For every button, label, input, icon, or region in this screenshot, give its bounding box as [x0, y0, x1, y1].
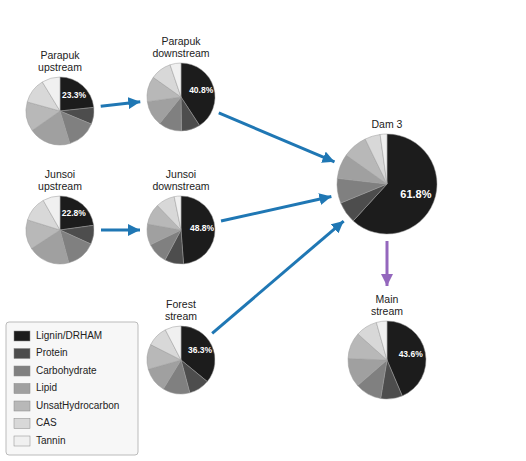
- pie-slice: [170, 63, 181, 97]
- pie: 36.3%: [147, 326, 215, 394]
- legend-box: [6, 322, 138, 455]
- pie-title-line: Parapuk: [40, 49, 80, 61]
- flow-arrow: [101, 229, 140, 232]
- pie: 48.8%: [147, 196, 215, 264]
- chart: 23.3%Parapukupstream40.8%Parapukdownstre…: [0, 0, 526, 461]
- flow-arrow: [221, 196, 331, 221]
- pie-title: Mainstream: [371, 293, 403, 317]
- pie-title-line: stream: [165, 310, 197, 322]
- flow-arrow: [212, 221, 343, 333]
- pie-slice: [376, 321, 387, 360]
- pie: 61.8%: [337, 134, 437, 234]
- flow-arrows: [101, 102, 387, 334]
- legend-swatch: [14, 349, 30, 359]
- data-label: 43.6%: [399, 349, 424, 359]
- pie-title-line: Main: [376, 293, 399, 305]
- legend-swatch: [14, 401, 30, 411]
- pie-slice: [181, 97, 200, 131]
- pie-title: Parapukdownstream: [152, 35, 209, 59]
- legend-label: Protein: [36, 347, 68, 358]
- legend: Lignin/DRHAM Protein Carbohydrate Lipid Unsa…: [6, 322, 138, 455]
- pie-slice: [43, 196, 60, 230]
- legend-label: Carbohydrate: [36, 365, 97, 376]
- data-label: 48.8%: [190, 223, 215, 233]
- pie-title-line: Dam 3: [372, 118, 403, 130]
- pie-title-line: upstream: [38, 180, 82, 192]
- legend-swatch: [14, 436, 30, 446]
- data-label: 36.3%: [188, 345, 213, 355]
- flow-arrow: [219, 113, 335, 162]
- data-label: 22.8%: [62, 208, 87, 218]
- pie-title-line: Parapuk: [161, 35, 201, 47]
- pie-title-line: downstream: [152, 47, 209, 59]
- legend-label: Tannin: [36, 435, 65, 446]
- pie-slice: [348, 359, 387, 386]
- legend-label: Lipid: [36, 382, 57, 393]
- pie: 40.8%: [147, 63, 215, 131]
- pie-title-line: downstream: [152, 180, 209, 192]
- legend-swatch: [14, 366, 30, 376]
- legend-swatch: [14, 331, 30, 341]
- pie-title-line: Junsoi: [166, 168, 196, 180]
- data-label: 61.8%: [400, 188, 431, 200]
- pie-slice: [60, 77, 94, 111]
- pie-slice: [165, 326, 181, 360]
- pie: 43.6%: [348, 321, 426, 399]
- pie-title: Junsoidownstream: [152, 168, 209, 192]
- pie-slice: [42, 77, 60, 111]
- pie-slice: [174, 196, 181, 230]
- flow-arrow: [101, 102, 141, 107]
- pie-slice: [60, 196, 94, 230]
- flow-arrow: [386, 241, 389, 286]
- pie-title-line: Forest: [166, 298, 196, 310]
- pie-title: Junsoiupstream: [38, 168, 82, 192]
- pie: 22.8%: [26, 196, 94, 264]
- pie-title-line: stream: [371, 305, 403, 317]
- pie-slice: [380, 134, 387, 184]
- pie: 23.3%: [26, 77, 94, 145]
- pie-slice: [157, 197, 181, 230]
- legend-label: CAS: [36, 417, 57, 428]
- pie-slice: [181, 196, 215, 264]
- pie-title-line: upstream: [38, 61, 82, 73]
- legend-swatch: [14, 384, 30, 394]
- pie-title: Parapukupstream: [38, 49, 82, 73]
- pie-title-line: Junsoi: [45, 168, 75, 180]
- legend-label: UnsatHydrocarbon: [36, 400, 119, 411]
- legend-swatch: [14, 419, 30, 429]
- data-label: 40.8%: [189, 85, 214, 95]
- legend-label: Lignin/DRHAM: [36, 330, 102, 341]
- pie-title: Foreststream: [165, 298, 197, 322]
- pie-title: Dam 3: [372, 118, 403, 130]
- pie-slice: [365, 134, 387, 184]
- data-label: 23.3%: [62, 90, 87, 100]
